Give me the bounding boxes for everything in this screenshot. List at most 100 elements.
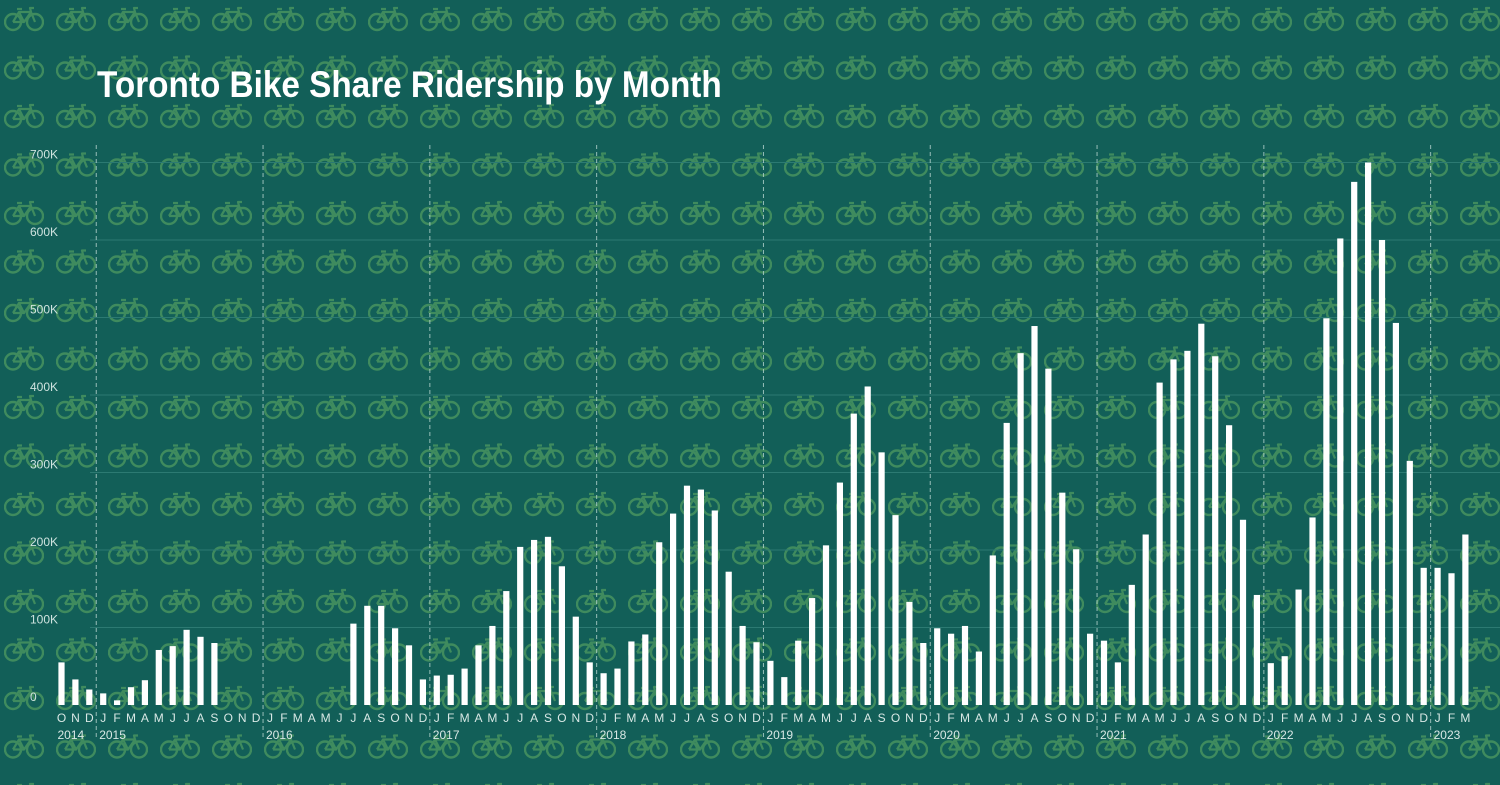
bar (114, 700, 121, 705)
bar (697, 489, 704, 705)
y-tick-label: 700K (30, 148, 58, 162)
bar (405, 645, 413, 705)
x-tick-label: D (1419, 711, 1428, 725)
x-tick-label: A (363, 711, 371, 725)
bar (614, 668, 621, 705)
bar (1309, 517, 1316, 705)
x-tick-label: O (1058, 711, 1067, 725)
bar (628, 641, 635, 705)
year-label: 2022 (1267, 728, 1294, 742)
x-tick-label: J (1268, 711, 1274, 725)
x-tick-label: J (267, 711, 273, 725)
bar (350, 623, 357, 705)
x-tick-label: A (530, 711, 538, 725)
x-tick-label: D (85, 711, 94, 725)
bar (1087, 633, 1094, 705)
x-tick-label: J (1351, 711, 1357, 725)
x-tick-label: J (1101, 711, 1107, 725)
x-tick-label: M (487, 711, 497, 725)
year-label: 2014 (58, 728, 85, 742)
x-tick-label: M (654, 711, 664, 725)
bar (1462, 534, 1469, 705)
y-tick-label: 300K (30, 458, 58, 472)
bar (1323, 318, 1330, 705)
x-tick-label: M (793, 711, 803, 725)
bar (127, 687, 135, 705)
bar (600, 673, 607, 705)
bar (1003, 422, 1010, 705)
bar (1226, 425, 1233, 705)
bar (989, 555, 996, 705)
bar (517, 546, 524, 705)
x-tick-label: A (975, 711, 983, 725)
x-tick-label: A (141, 711, 149, 725)
x-tick-label: J (503, 711, 509, 725)
y-tick-label: 100K (30, 613, 58, 627)
bar (1212, 356, 1219, 705)
x-tick-label: D (919, 711, 928, 725)
year-label: 2017 (433, 728, 460, 742)
bar (1017, 353, 1024, 705)
bar (489, 625, 496, 705)
bar (670, 513, 677, 705)
x-tick-label: A (1030, 711, 1038, 725)
x-tick-label: M (960, 711, 970, 725)
x-tick-label: S (210, 711, 218, 725)
chart-title: Toronto Bike Share Ridership by Month (97, 64, 722, 105)
bar (183, 629, 190, 705)
bar (1045, 368, 1052, 705)
bar (739, 625, 746, 705)
x-tick-label: N (1072, 711, 1081, 725)
y-tick-label: 200K (30, 535, 58, 549)
x-tick-label: N (1239, 711, 1248, 725)
x-tick-label: M (1127, 711, 1137, 725)
x-tick-label: A (196, 711, 204, 725)
bar (1128, 584, 1135, 705)
x-tick-label: M (321, 711, 331, 725)
x-tick-label: A (1197, 711, 1205, 725)
x-tick-label: N (238, 711, 247, 725)
bar (1184, 350, 1191, 705)
x-tick-label: N (1405, 711, 1414, 725)
x-tick-label: O (390, 711, 399, 725)
year-label: 2016 (266, 728, 293, 742)
bar (1156, 382, 1163, 705)
bar (961, 625, 969, 705)
bar (586, 662, 593, 705)
x-tick-label: N (405, 711, 414, 725)
x-tick-label: F (280, 711, 287, 725)
bar (544, 536, 552, 705)
x-tick-label: F (1114, 711, 1121, 725)
bar (503, 591, 510, 705)
bar (1378, 240, 1386, 705)
bar (753, 642, 760, 705)
y-tick-label: 500K (30, 303, 58, 317)
x-tick-label: J (684, 711, 690, 725)
x-tick-label: J (934, 711, 940, 725)
y-tick-label: 400K (30, 380, 58, 394)
bar (809, 598, 816, 705)
bar (141, 680, 148, 705)
bar (58, 662, 65, 705)
x-tick-label: S (878, 711, 886, 725)
x-tick-label: M (1321, 711, 1331, 725)
bar (1239, 519, 1247, 705)
bar (1337, 238, 1344, 705)
bar (197, 636, 204, 705)
bar (1059, 492, 1066, 705)
x-tick-label: M (626, 711, 636, 725)
x-tick-label: J (1337, 711, 1343, 725)
x-tick-label: F (1281, 711, 1288, 725)
bar (392, 628, 399, 705)
bar (781, 677, 788, 705)
x-tick-label: J (601, 711, 607, 725)
x-tick-label: D (1253, 711, 1262, 725)
x-tick-label: O (224, 711, 233, 725)
bar (1142, 534, 1149, 705)
x-tick-label: N (571, 711, 580, 725)
x-tick-label: S (1211, 711, 1219, 725)
x-tick-label: D (752, 711, 761, 725)
bar (1295, 589, 1302, 705)
bar (948, 633, 955, 705)
